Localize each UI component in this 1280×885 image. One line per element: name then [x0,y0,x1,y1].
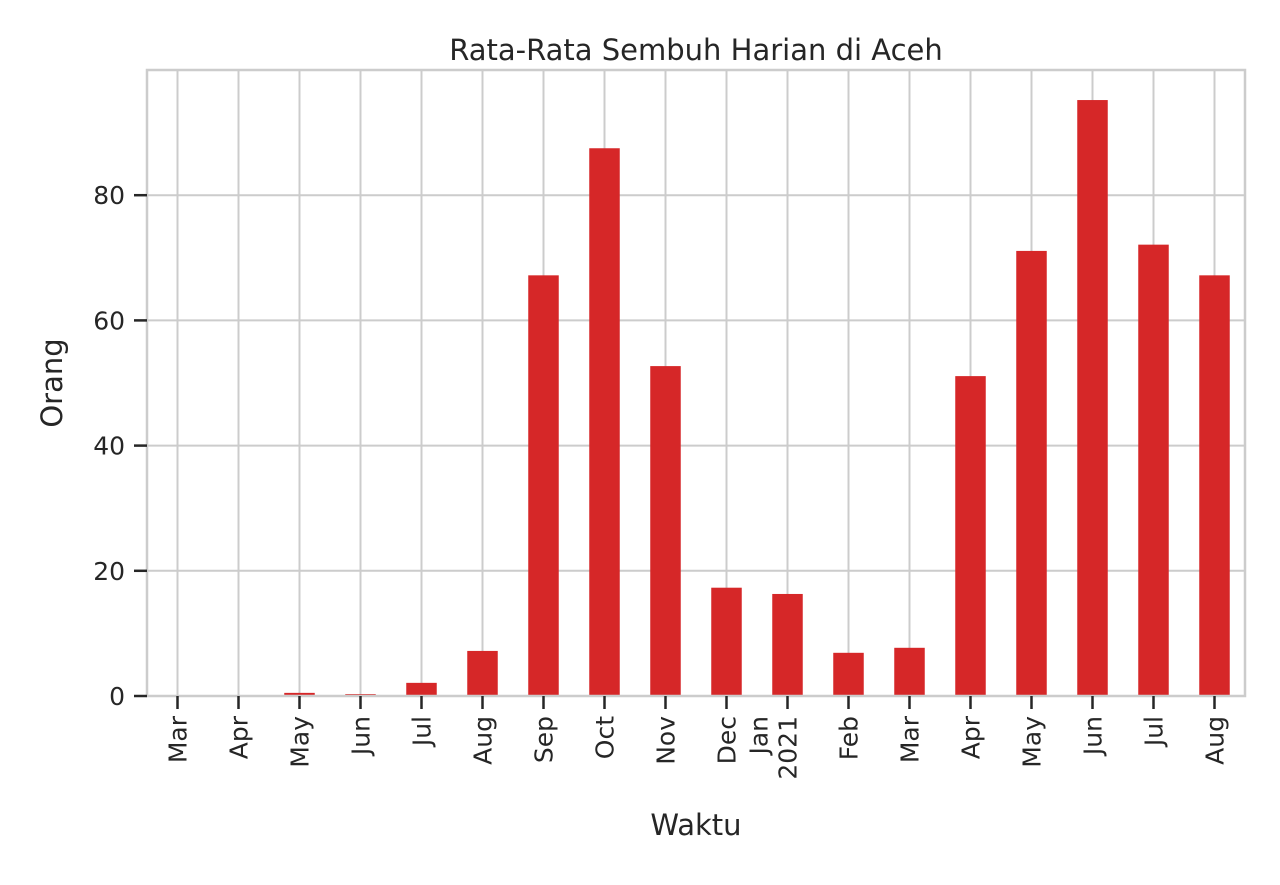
x-tick-label-line: 2021 [774,716,803,780]
x-tick-label: Jul [1140,716,1169,748]
x-tick-label-line: Jun [1079,716,1108,757]
y-tick-label: 20 [93,557,125,586]
x-tick-label-line: Feb [835,716,864,760]
x-tick-label-line: Jun [347,716,376,757]
x-tick-label: Aug [469,716,498,765]
x-tick-label-line: Aug [469,716,498,765]
bars [284,100,1230,697]
x-tick-label-line: Aug [1201,716,1230,765]
x-tick-label: May [286,716,315,768]
bar [284,692,315,696]
bar [650,366,681,696]
bar [406,682,437,696]
x-tick-label-line: Jul [408,716,437,748]
bar [589,148,620,696]
bar [1199,275,1230,696]
bar [711,587,742,696]
x-tick-label: Aug [1201,716,1230,765]
x-tick-label-line: Nov [652,716,681,765]
x-tick-label: Oct [591,716,620,759]
x-tick-label: Nov [652,716,681,765]
x-tick-label: Jul [408,716,437,748]
bar [1016,250,1047,696]
x-tick-label-line: Mar [896,715,925,763]
x-tick-label: Feb [835,716,864,760]
bar [1138,244,1169,697]
bar [1077,100,1108,697]
y-tick-label: 40 [93,432,125,461]
x-tick-label: May [1018,716,1047,768]
x-tick-label-line: Apr [957,715,986,759]
bar [772,593,803,696]
y-tick-label: 80 [93,181,125,210]
x-tick-label: Jun [1079,716,1108,757]
x-axis-label: Waktu [650,808,741,842]
bar [528,275,559,696]
x-tick-label-line: Apr [225,715,254,759]
x-tick-label-line: Oct [591,716,620,759]
x-tick-label: Apr [957,715,986,759]
chart-title: Rata-Rata Sembuh Harian di Aceh [449,33,943,67]
x-tick-label: Apr [225,715,254,759]
x-tick-label: Sep [530,716,559,763]
bar [955,376,986,696]
x-tick-label: Jun [347,716,376,757]
y-axis-label: Orang [35,338,69,427]
y-tick-label: 60 [93,306,125,335]
y-tick-label: 0 [109,682,125,711]
x-tick-label-line: May [1018,716,1047,768]
x-tick-label: Mar [164,715,193,763]
x-tick-label-line: Mar [164,715,193,763]
x-tick-label: Dec [713,716,742,764]
x-tick-label-line: Sep [530,716,559,763]
x-tick-label-line: Dec [713,716,742,764]
x-tick-label-line: May [286,716,315,768]
bar [894,647,925,696]
bar [833,652,864,696]
x-tick-label-line: Jul [1140,716,1169,748]
x-tick-label: Jan2021 [745,716,803,780]
bar [467,650,498,696]
x-tick-label: Mar [896,715,925,763]
plot-frame [145,68,1247,698]
x-tick-label-line: Jan [745,716,774,757]
